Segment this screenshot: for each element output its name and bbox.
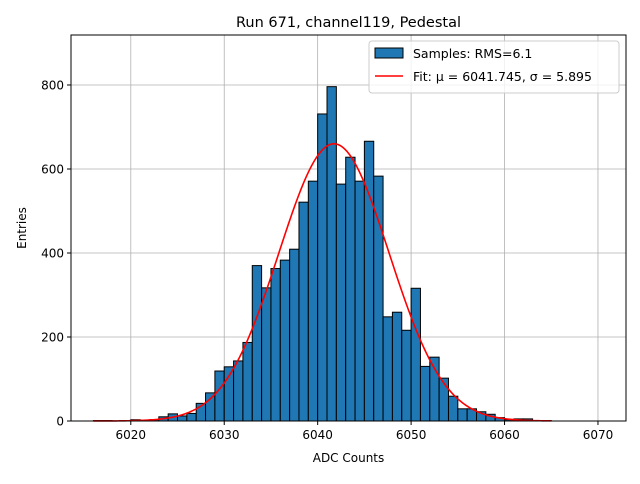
histogram-bar bbox=[458, 409, 467, 421]
histogram-bar bbox=[178, 416, 187, 421]
histogram-bar bbox=[448, 396, 457, 421]
histogram-bar bbox=[364, 141, 373, 421]
histogram-bar bbox=[206, 393, 215, 421]
histogram-bar bbox=[243, 342, 252, 421]
histogram-bars bbox=[93, 87, 551, 421]
histogram-bar bbox=[392, 312, 401, 421]
histogram-bar bbox=[308, 181, 317, 421]
x-tick-label: 6040 bbox=[302, 428, 333, 442]
histogram-bar bbox=[318, 114, 327, 421]
y-axis-label: Entries bbox=[15, 207, 29, 249]
histogram-bar bbox=[383, 317, 392, 421]
histogram-bar bbox=[346, 157, 355, 421]
y-tick-label: 600 bbox=[41, 162, 64, 176]
histogram-bar bbox=[271, 269, 280, 421]
y-tick-label: 0 bbox=[56, 415, 64, 429]
x-tick-label: 6070 bbox=[583, 428, 614, 442]
histogram-bar bbox=[336, 184, 345, 421]
histogram-bar bbox=[187, 413, 196, 421]
histogram-bar bbox=[430, 357, 439, 421]
histogram-bar bbox=[439, 378, 448, 421]
histogram-bar bbox=[411, 288, 420, 421]
y-tick-label: 800 bbox=[41, 78, 64, 92]
histogram-bar bbox=[290, 249, 299, 421]
chart-title: Run 671, channel119, Pedestal bbox=[236, 15, 461, 31]
histogram-bar bbox=[234, 361, 243, 421]
x-tick-label: 6030 bbox=[209, 428, 240, 442]
histogram-bar bbox=[280, 260, 289, 421]
y-tick-label: 200 bbox=[41, 330, 64, 344]
legend-label-fit: Fit: μ = 6041.745, σ = 5.895 bbox=[413, 69, 592, 84]
histogram-bar bbox=[402, 330, 411, 421]
y-tick-label: 400 bbox=[41, 246, 64, 260]
legend-label-samples: Samples: RMS=6.1 bbox=[413, 46, 532, 61]
histogram-bar bbox=[420, 366, 429, 421]
legend: Samples: RMS=6.1 Fit: μ = 6041.745, σ = … bbox=[369, 41, 619, 93]
histogram-bar bbox=[252, 266, 261, 421]
histogram-bar bbox=[215, 371, 224, 421]
x-tick-label: 6050 bbox=[396, 428, 427, 442]
histogram-bar bbox=[262, 288, 271, 421]
x-tick-label: 6020 bbox=[116, 428, 147, 442]
x-tick-label: 6060 bbox=[489, 428, 520, 442]
histogram-bar bbox=[327, 87, 336, 421]
x-axis-label: ADC Counts bbox=[313, 451, 385, 465]
histogram-bar bbox=[299, 202, 308, 421]
legend-swatch-samples bbox=[375, 48, 403, 58]
histogram-bar bbox=[355, 181, 364, 421]
